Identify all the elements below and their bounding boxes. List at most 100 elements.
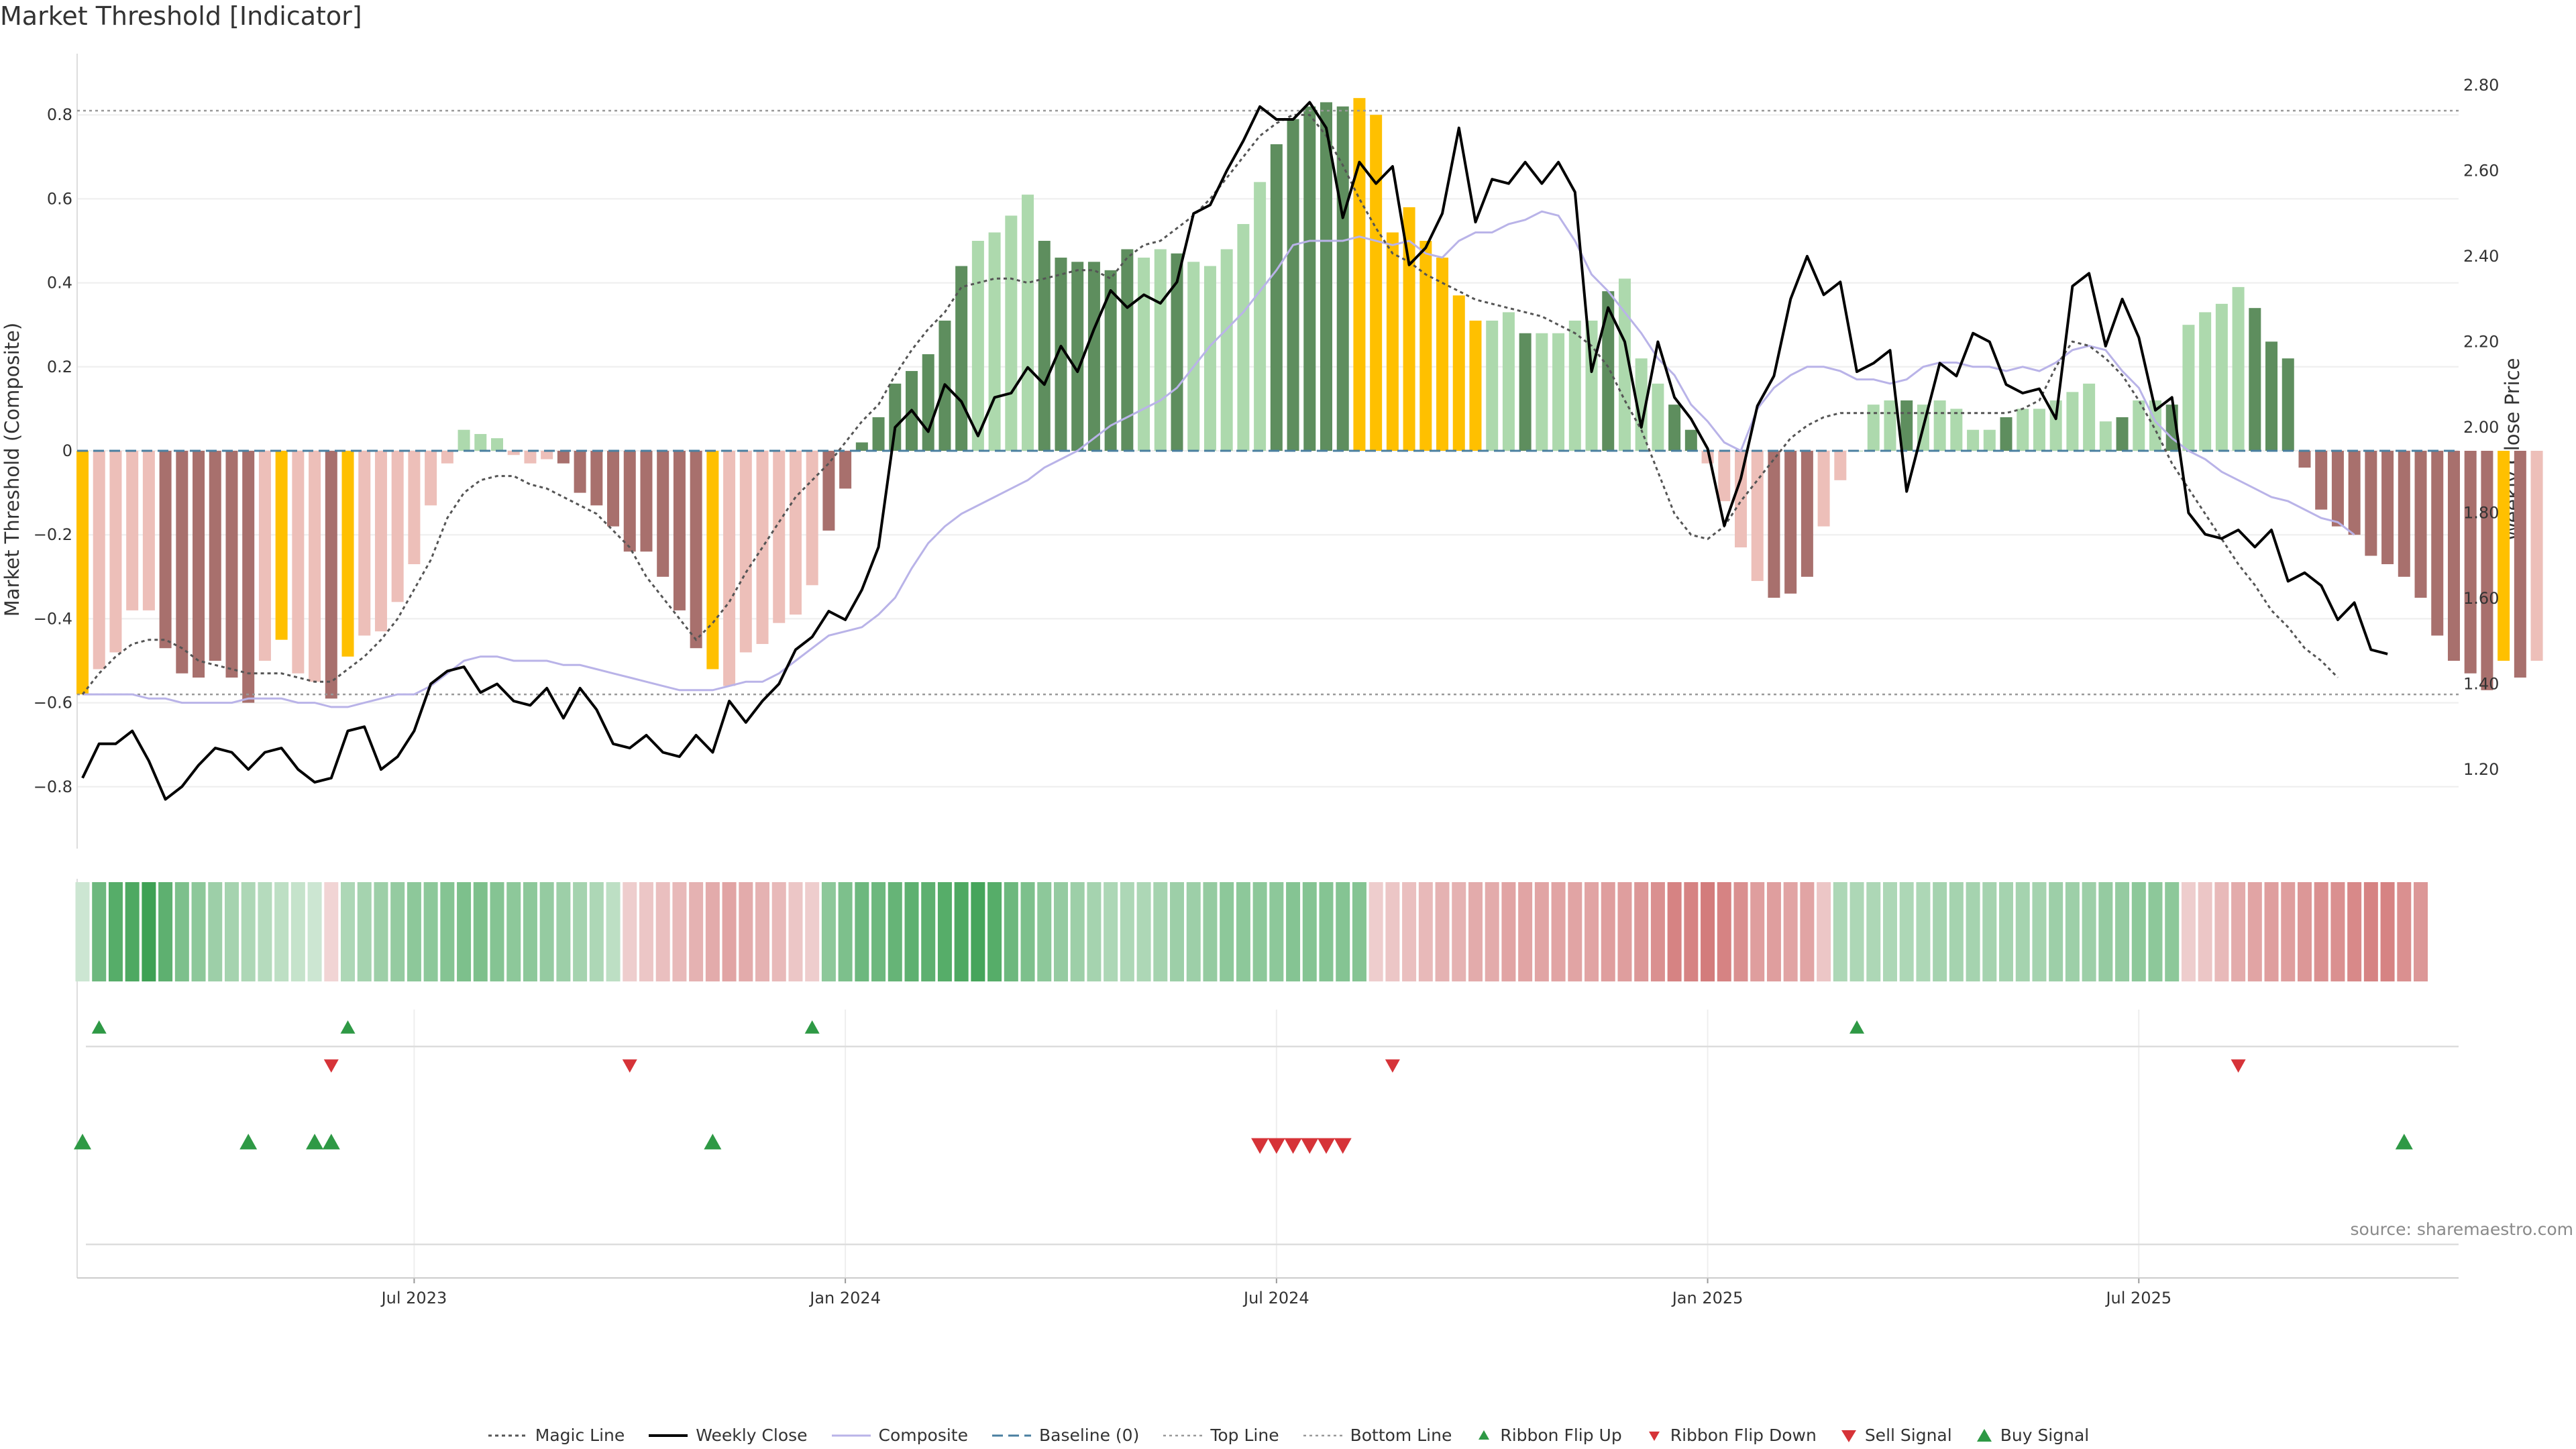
ribbon-flip-down-marker xyxy=(622,1059,637,1073)
composite-bar xyxy=(1071,262,1084,451)
ribbon-cell xyxy=(655,882,670,981)
legend-symbol xyxy=(831,1434,871,1436)
sell-signal-marker xyxy=(1251,1138,1269,1154)
legend-label: Buy Signal xyxy=(2000,1426,2090,1445)
composite-bar xyxy=(2481,451,2493,690)
composite-bar xyxy=(773,451,786,623)
ribbon-cell xyxy=(1966,882,1980,981)
composite-bar xyxy=(2498,451,2510,661)
legend-symbol xyxy=(1976,1428,1992,1442)
ribbon-cell xyxy=(1933,882,1947,981)
ribbon-cell xyxy=(1269,882,1284,981)
composite-bar xyxy=(623,451,636,552)
composite-bar xyxy=(1237,223,1250,451)
composite-bar xyxy=(309,451,321,682)
ribbon-cell xyxy=(788,882,803,981)
ribbon-flip-up-marker xyxy=(1849,1020,1865,1034)
ribbon-flip-up-marker xyxy=(340,1020,356,1034)
ribbon-cell xyxy=(2247,882,2262,981)
composite-bar xyxy=(1220,249,1233,451)
composite-bar xyxy=(872,417,885,451)
buy-signal-marker xyxy=(704,1134,722,1150)
y-tick-right: 2.00 xyxy=(2463,418,2499,437)
ribbon-cell xyxy=(1087,882,1102,981)
composite-bar xyxy=(1735,451,1747,547)
ribbon-cell xyxy=(2363,882,2378,981)
composite-bar xyxy=(2298,451,2311,468)
ribbon-cell xyxy=(1220,882,1234,981)
composite-bar xyxy=(971,241,984,451)
ribbon-cell xyxy=(1252,882,1267,981)
ribbon-cell xyxy=(573,882,588,981)
composite-bar xyxy=(2398,451,2410,577)
sell-signal-marker xyxy=(1301,1138,1319,1154)
x-tick-label: Jul 2025 xyxy=(2104,1289,2171,1307)
ribbon-cell xyxy=(1783,882,1798,981)
sell-signal-marker xyxy=(1334,1138,1352,1154)
legend-item: Ribbon Flip Up xyxy=(1474,1426,1622,1445)
legend-label: Ribbon Flip Up xyxy=(1500,1426,1622,1445)
ribbon-cell xyxy=(2297,882,2312,981)
buy-signal-marker xyxy=(2395,1134,2413,1150)
composite-bar xyxy=(93,451,105,669)
composite-bar xyxy=(1121,249,1134,451)
composite-bar xyxy=(1022,195,1034,451)
ribbon-cell xyxy=(1336,882,1350,981)
ribbon-cell xyxy=(1916,882,1931,981)
composite-bar xyxy=(2033,409,2045,451)
ribbon-cell xyxy=(1585,882,1599,981)
composite-bar xyxy=(1055,258,1067,451)
legend-symbol-mark xyxy=(1648,1431,1660,1441)
composite-bar xyxy=(1336,106,1349,451)
y-tick-right: 1.80 xyxy=(2463,504,2499,523)
composite-bar xyxy=(673,451,686,610)
composite-bar xyxy=(1668,405,1681,451)
ribbon-cell xyxy=(1999,882,2014,981)
sell-signal-marker xyxy=(1318,1138,1335,1154)
y-tick-right: 2.60 xyxy=(2463,162,2499,180)
ribbon-cell xyxy=(1949,882,1964,981)
buy-signal-marker xyxy=(306,1134,324,1150)
buy-signal-marker xyxy=(74,1134,91,1150)
ribbon-cell xyxy=(1236,882,1250,981)
composite-bar xyxy=(2066,392,2079,451)
ribbon-cell xyxy=(1104,882,1118,981)
composite-bar xyxy=(607,451,620,527)
ribbon-cell xyxy=(556,882,571,981)
composite-bar xyxy=(1817,451,1830,527)
composite-bar xyxy=(209,451,221,661)
ribbon-cell xyxy=(987,882,1002,981)
composite-bar xyxy=(1718,451,1731,502)
ribbon-cell xyxy=(1733,882,1748,981)
ribbon-cell xyxy=(1485,882,1499,981)
ribbon-cell xyxy=(2098,882,2113,981)
ribbon-cell xyxy=(174,882,189,981)
ribbon-cell xyxy=(971,882,985,981)
ribbon-cell xyxy=(623,882,637,981)
ribbon-cell xyxy=(1120,882,1134,981)
composite-bar xyxy=(1602,291,1615,451)
ribbon-cell xyxy=(1153,882,1168,981)
composite-bar xyxy=(1867,405,1880,451)
ribbon-flip-down-marker xyxy=(2231,1059,2246,1073)
composite-bar xyxy=(1983,429,1996,451)
ribbon-cell xyxy=(241,882,256,981)
ribbon-cell xyxy=(2380,882,2395,981)
y-tick-right: 2.20 xyxy=(2463,333,2499,352)
legend-label: Composite xyxy=(878,1426,968,1445)
ribbon-cell xyxy=(1020,882,1035,981)
composite-bar xyxy=(1270,144,1283,451)
composite-bar xyxy=(2000,417,2012,451)
legend-symbol xyxy=(1841,1430,1856,1442)
ribbon-cell xyxy=(274,882,289,981)
composite-bar xyxy=(723,451,736,686)
ribbon-cell xyxy=(771,882,786,981)
composite-bar xyxy=(2017,409,2029,451)
composite-bar xyxy=(789,451,802,615)
ribbon-cell xyxy=(937,882,952,981)
ribbon-cell xyxy=(108,882,123,981)
ribbon-cell xyxy=(374,882,388,981)
ribbon-cell xyxy=(1186,882,1201,981)
ribbon-cell xyxy=(539,882,554,981)
